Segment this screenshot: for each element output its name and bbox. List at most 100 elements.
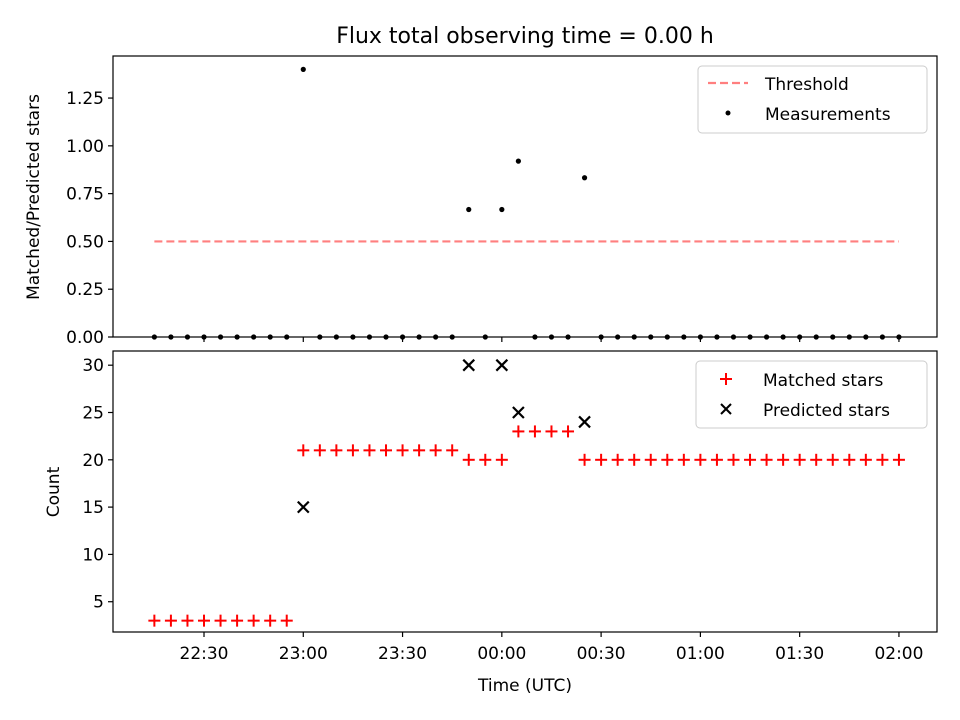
matched-stars-point: [744, 453, 757, 466]
y-tick-label: 0.25: [66, 280, 104, 300]
count-y-ticks: 5 10 15 20 25 30: [82, 356, 113, 613]
matched-stars-point: [512, 425, 525, 438]
ratio-legend: Threshold Measurements: [697, 65, 928, 134]
matched-stars-point: [297, 444, 310, 457]
matched-stars-point: [644, 453, 657, 466]
measurement-point: [466, 206, 472, 213]
measurement-point: [300, 66, 306, 72]
matched-stars-point: [545, 425, 558, 438]
matched-stars-point: [313, 444, 326, 457]
count-legend: Matched stars Predicted stars: [695, 360, 928, 429]
matched-stars-point: [181, 614, 194, 627]
matched-stars-point: [611, 453, 624, 466]
y-tick-label: 0.00: [66, 328, 104, 348]
matched-stars-point: [380, 444, 393, 457]
count-panel: 5 10 15 20 25 30 22:30 23:00 23:30 00:00 00:30 01:…: [44, 350, 938, 664]
y-tick-label: 1.25: [66, 89, 104, 109]
matched-stars-legend-swatch: [720, 373, 732, 385]
matched-stars-point: [247, 614, 260, 627]
y-tick-label: 10: [82, 545, 104, 565]
matched-stars-point: [694, 453, 707, 466]
x-tick-label: 23:30: [378, 644, 427, 664]
x-axis-label: Time (UTC): [477, 676, 572, 696]
ratio-axes-frame: [112, 55, 938, 338]
y-tick-label: 5: [93, 593, 104, 613]
matched-stars-point: [264, 614, 277, 627]
count-y-axis-label: Count: [44, 466, 64, 517]
matched-stars-point: [826, 453, 839, 466]
x-tick-label: 23:00: [279, 644, 328, 664]
matched-stars-point: [892, 453, 905, 466]
matched-stars-point: [363, 444, 376, 457]
matched-stars-point: [793, 453, 806, 466]
matched-stars-point: [346, 444, 359, 457]
predicted-stars-point: [297, 500, 310, 514]
matched-stars-point: [231, 614, 244, 627]
matched-stars-point: [446, 444, 459, 457]
count-marks: [148, 358, 905, 627]
matched-stars-point: [214, 614, 227, 627]
predicted-stars-legend-swatch: [720, 403, 732, 415]
measurements-legend-swatch: [725, 110, 731, 116]
matched-stars-point: [479, 453, 492, 466]
y-tick-label: 30: [82, 356, 104, 376]
matched-stars-point: [396, 444, 409, 457]
matched-stars-point: [330, 444, 343, 457]
predicted-stars-point: [578, 415, 591, 429]
matched-stars-point: [777, 453, 790, 466]
matched-stars-point: [562, 425, 575, 438]
y-tick-label: 0.75: [66, 185, 104, 205]
matched-stars-point: [280, 614, 293, 627]
x-tick-label: 01:30: [775, 644, 824, 664]
predicted-stars-point: [512, 406, 525, 419]
matched-stars-point: [148, 614, 161, 627]
matched-stars-point: [843, 453, 856, 466]
x-tick-label: 01:00: [676, 644, 725, 664]
count-x-ticks: 22:30 23:00 23:30 00:00 00:30 01:00 01:30 02:00: [180, 632, 923, 664]
matched-stars-point: [413, 444, 426, 457]
matched-stars-legend-label: Matched stars: [763, 371, 883, 391]
measurement-point: [499, 206, 505, 213]
matched-stars-point: [528, 425, 541, 438]
matched-stars-point: [710, 453, 723, 466]
ratio-legend-box: [697, 65, 928, 134]
matched-stars-point: [760, 453, 773, 466]
measurement-point: [515, 158, 521, 164]
matched-stars-point: [462, 453, 475, 466]
matched-stars-point: [578, 453, 591, 466]
ratio-x-ticks: [203, 337, 900, 342]
threshold-legend-label: Threshold: [764, 75, 849, 95]
y-tick-label: 15: [82, 498, 104, 518]
count-axes-frame: [112, 350, 938, 633]
predicted-stars-point: [462, 358, 476, 372]
predicted-stars-point: [495, 358, 509, 372]
measurements-legend-label: Measurements: [765, 105, 891, 125]
matched-stars-point: [876, 453, 889, 466]
matched-stars-point: [495, 453, 508, 466]
y-tick-label: 20: [82, 451, 104, 471]
matched-stars-point: [595, 453, 608, 466]
matched-stars-point: [727, 453, 740, 466]
y-tick-label: 0.50: [66, 232, 104, 252]
ratio-y-ticks: 0.00 0.25 0.50 0.75 1.00 1.25: [66, 89, 113, 348]
measurement-point: [581, 175, 588, 181]
x-tick-label: 02:00: [874, 644, 923, 664]
x-tick-label: 00:00: [477, 644, 526, 664]
ratio-y-axis-label: Matched/Predicted stars: [24, 94, 44, 300]
matched-stars-point: [628, 453, 641, 466]
y-tick-label: 1.00: [66, 137, 104, 157]
y-tick-label: 25: [82, 403, 104, 423]
predicted-stars-legend-label: Predicted stars: [763, 401, 890, 421]
matched-stars-point: [661, 453, 674, 466]
matched-stars-point: [810, 453, 823, 466]
matched-stars-point: [859, 453, 872, 466]
x-tick-label: 00:30: [577, 644, 626, 664]
chart-title: Flux total observing time = 0.00 h: [336, 24, 714, 49]
count-legend-box: [695, 360, 928, 429]
matched-stars-point: [164, 614, 177, 627]
matched-stars-point: [198, 614, 211, 627]
ratio-panel: 0.00 0.25 0.50 0.75 1.00 1.25 Matched/Predict…: [24, 55, 938, 348]
x-tick-label: 22:30: [180, 644, 229, 664]
matched-stars-point: [429, 444, 442, 457]
